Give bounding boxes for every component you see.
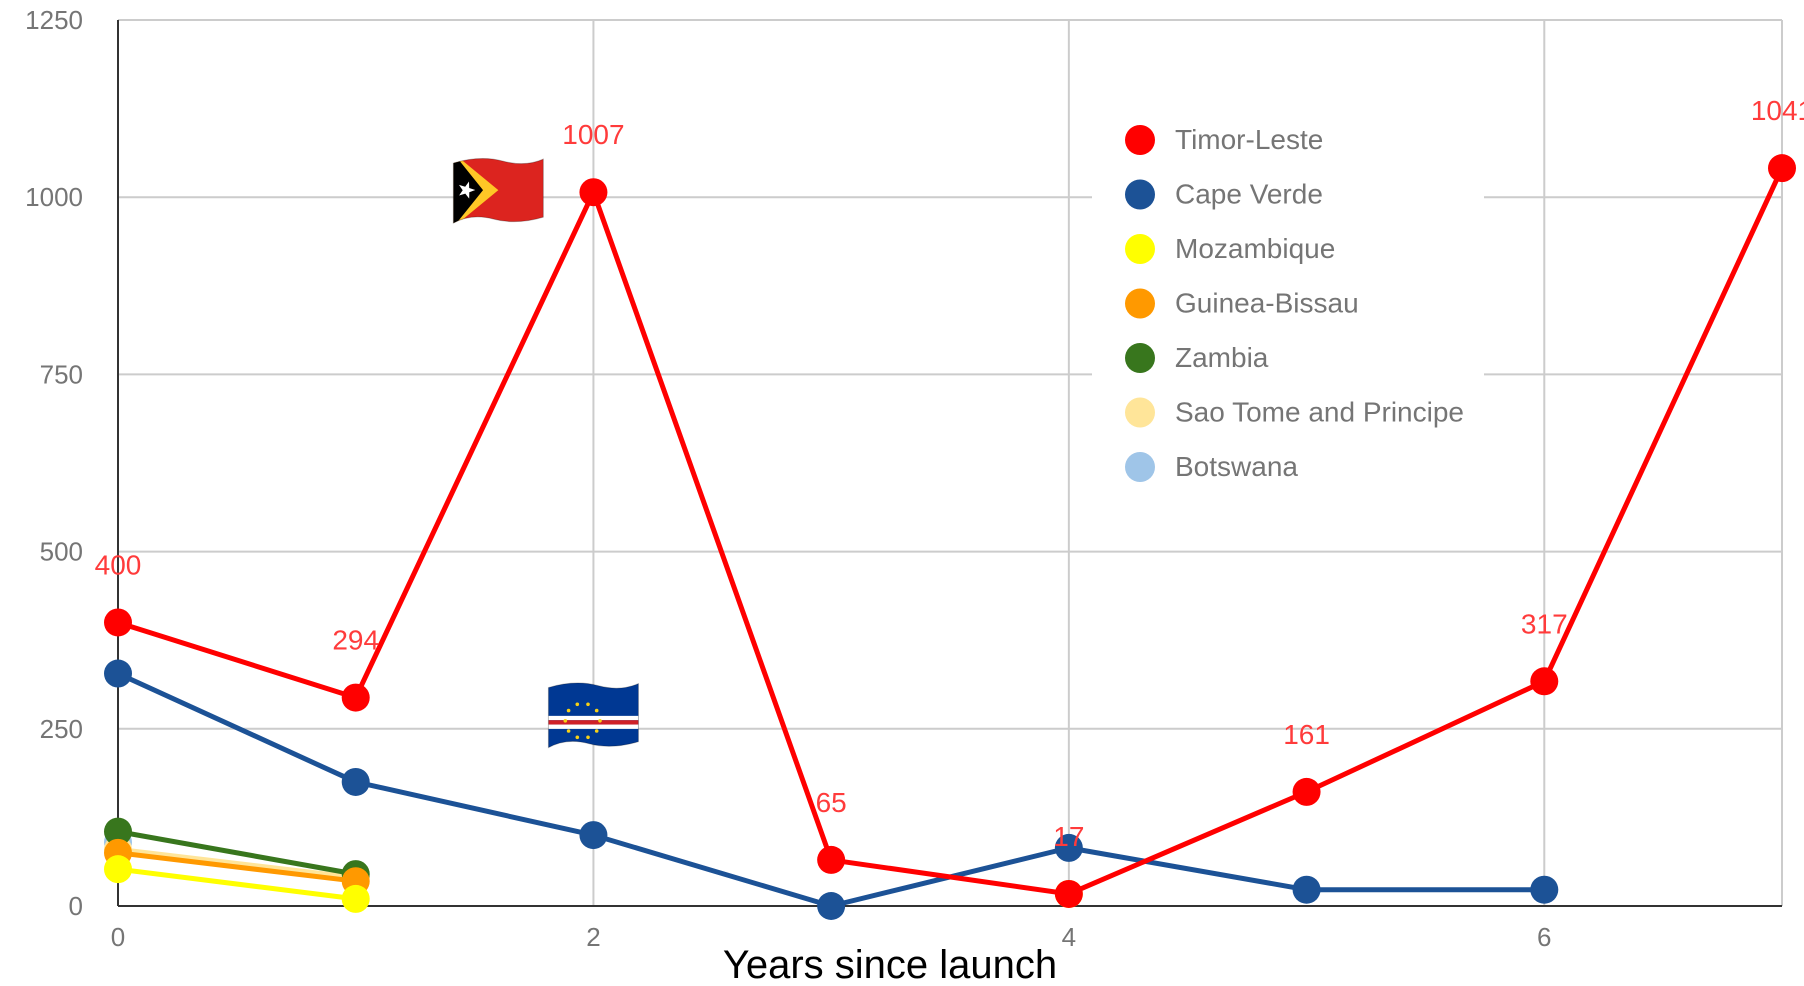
- data-label: 1041: [1751, 95, 1804, 126]
- data-point: [341, 884, 370, 913]
- legend-background: [1092, 110, 1484, 490]
- data-label: 400: [95, 549, 142, 580]
- data-point: [341, 767, 370, 796]
- legend-label: Zambia: [1175, 342, 1269, 373]
- data-point: [1768, 154, 1796, 183]
- series-layer: [104, 154, 1796, 920]
- data-point: [104, 817, 132, 846]
- series-line: [117, 829, 357, 877]
- x-axis-tick-labels: 0 2 4 6: [111, 922, 1552, 952]
- data-label: 17: [1053, 821, 1084, 852]
- legend-marker: [1125, 397, 1155, 428]
- series-line: [117, 866, 357, 902]
- x-tick-label: 0: [111, 922, 125, 952]
- x-tick-label: 6: [1537, 922, 1551, 952]
- legend-marker: [1125, 125, 1155, 155]
- data-point: [104, 855, 132, 884]
- data-point: [1530, 875, 1559, 904]
- data-point: [817, 845, 846, 874]
- legend-label: Botswana: [1175, 451, 1298, 482]
- x-tick-label: 4: [1062, 922, 1076, 952]
- legend-marker: [1125, 288, 1155, 319]
- data-point: [341, 683, 370, 712]
- y-tick-label: 250: [40, 714, 83, 744]
- legend-marker: [1125, 452, 1155, 482]
- x-axis-title: Years since launch: [723, 943, 1057, 986]
- data-point: [579, 178, 608, 207]
- series-timor-leste: [104, 154, 1796, 908]
- timor-leste-flag-icon: [452, 158, 544, 224]
- data-point: [579, 821, 608, 850]
- legend-marker: [1125, 234, 1155, 264]
- y-tick-label: 1250: [25, 5, 83, 35]
- legend-marker: [1125, 179, 1155, 210]
- data-label: 1007: [562, 119, 624, 150]
- data-point: [104, 659, 132, 688]
- data-point: [817, 892, 846, 920]
- y-tick-label: 0: [69, 891, 83, 921]
- data-labels: 400 294 1007 65 17 161 317 1041: [95, 95, 1804, 852]
- data-point: [1530, 667, 1559, 696]
- data-label: 317: [1521, 608, 1568, 639]
- legend-label: Sao Tome and Principe: [1175, 397, 1464, 428]
- legend: Timor-Leste Cape Verde Mozambique Guinea-Bi…: [1092, 110, 1484, 490]
- grid-lines: [118, 19, 1783, 906]
- y-tick-label: 1000: [25, 182, 83, 212]
- data-label: 294: [332, 625, 379, 656]
- legend-label: Mozambique: [1175, 233, 1335, 264]
- flag-annotations: [452, 158, 639, 749]
- y-tick-label: 500: [40, 537, 83, 567]
- y-tick-label: 750: [40, 359, 83, 389]
- data-label: 65: [816, 787, 847, 818]
- x-tick-label: 2: [586, 922, 600, 952]
- legend-label: Cape Verde: [1175, 179, 1323, 210]
- legend-label: Guinea-Bissau: [1175, 288, 1359, 319]
- y-axis-tick-labels: 0 250 500 750 1000 1250: [25, 5, 83, 921]
- series-line: [117, 167, 1785, 897]
- data-point: [1054, 879, 1083, 908]
- series-line: [117, 846, 357, 881]
- data-point: [1054, 833, 1083, 862]
- data-point: [1292, 875, 1321, 904]
- legend-label: Timor-Leste: [1175, 124, 1323, 155]
- data-label: 161: [1283, 719, 1330, 750]
- series-line: [117, 850, 357, 884]
- cape-verde-flag-icon: [547, 682, 639, 749]
- series-cape-verde: [104, 659, 1559, 920]
- data-point: [104, 608, 132, 637]
- data-point: [1292, 777, 1321, 806]
- legend-marker: [1125, 343, 1155, 373]
